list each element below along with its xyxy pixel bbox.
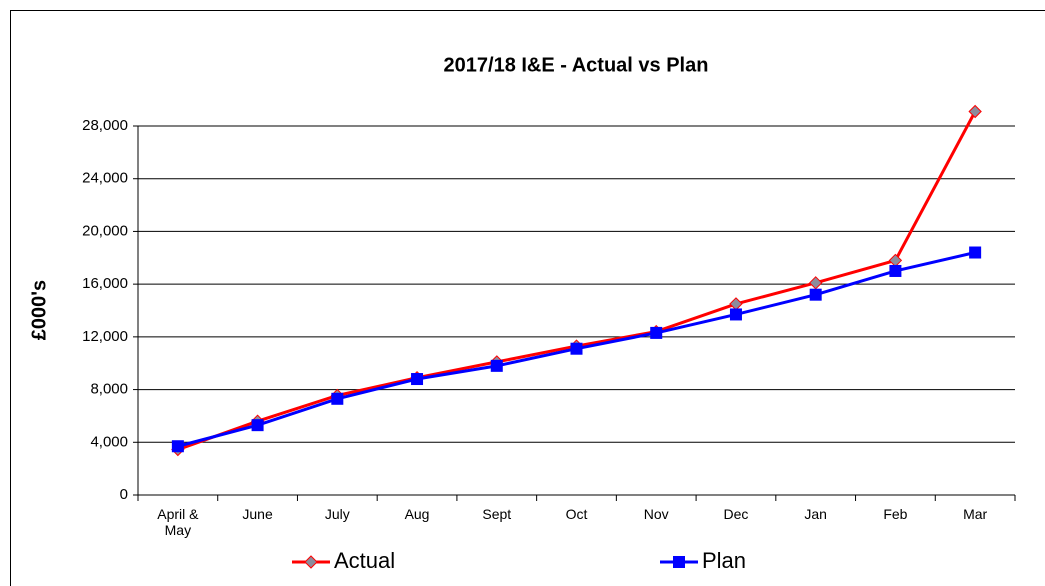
x-tick-label: Jan	[804, 506, 827, 522]
y-tick-label: 16,000	[82, 275, 128, 292]
y-tick-label: 8,000	[90, 381, 128, 398]
legend-label: Actual	[334, 548, 395, 573]
x-tick-label: Sept	[482, 506, 512, 522]
marker	[411, 373, 424, 386]
marker	[331, 392, 344, 405]
marker	[570, 342, 583, 355]
marker	[490, 359, 503, 372]
marker	[729, 308, 742, 321]
y-tick-label: 12,000	[82, 328, 128, 345]
y-tick-label: 0	[120, 486, 128, 503]
marker	[889, 264, 902, 277]
marker	[171, 440, 184, 453]
chart-title: 2017/18 I&E - Actual vs Plan	[444, 54, 709, 76]
x-tick-label: Dec	[723, 506, 749, 522]
chart-frame	[10, 10, 1045, 586]
x-tick-label: June	[242, 506, 273, 522]
marker	[304, 555, 318, 569]
y-tick-label: 4,000	[90, 433, 128, 450]
x-tick-label: July	[324, 506, 350, 522]
x-tick-label: Feb	[883, 506, 908, 522]
marker	[969, 246, 982, 259]
x-tick-label: April & May	[157, 506, 199, 538]
legend-label: Plan	[702, 548, 746, 573]
x-tick-label: Oct	[565, 506, 588, 522]
y-tick-label: 28,000	[82, 117, 128, 134]
y-axis-label: £000's	[28, 280, 50, 340]
marker	[673, 556, 685, 568]
marker	[251, 419, 264, 432]
y-tick-label: 20,000	[82, 222, 128, 239]
marker	[809, 288, 822, 301]
marker	[968, 104, 982, 119]
marker	[650, 326, 663, 339]
x-tick-label: Mar	[963, 506, 988, 522]
x-tick-label: Nov	[643, 506, 669, 522]
y-tick-label: 24,000	[82, 170, 128, 187]
x-tick-label: Aug	[404, 506, 430, 522]
